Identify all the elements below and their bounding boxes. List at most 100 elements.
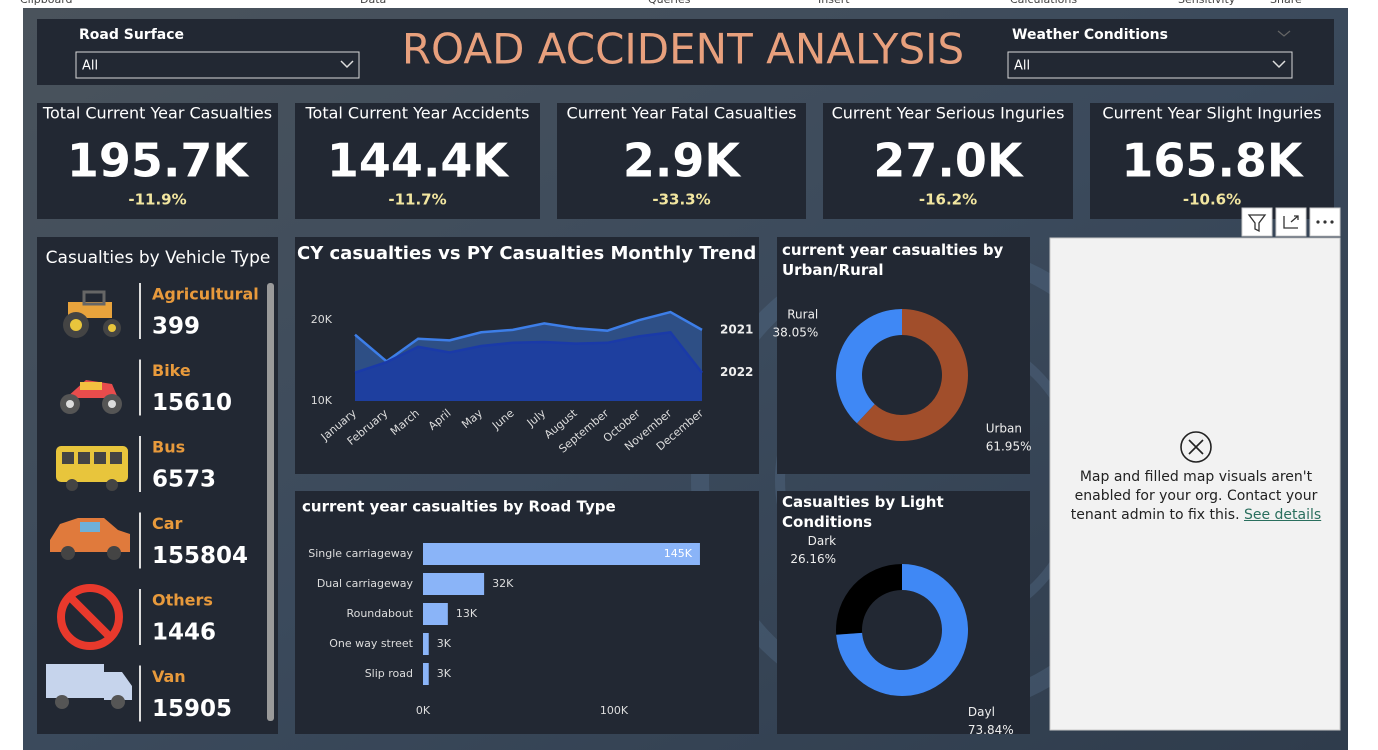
donut-slice (836, 309, 902, 424)
bike-icon (60, 380, 122, 414)
map-message: Map and filled map visuals aren't enable… (1070, 469, 1318, 523)
chart-title-box: Casualties by Light Conditions (782, 493, 944, 531)
slicer-value[interactable]: All (82, 59, 98, 74)
scrollbar[interactable] (267, 283, 274, 721)
bar (423, 543, 700, 565)
series-label: 2021 (720, 322, 753, 336)
no-entry-icon (57, 584, 123, 650)
ribbon-tab: Insert (818, 0, 850, 6)
slice-value: 38.05% (773, 326, 819, 340)
slice-label: Dark (808, 534, 837, 548)
category-label: Slip road (365, 667, 413, 680)
vehicle-value: 155804 (152, 543, 248, 569)
slice-value: 61.95% (986, 439, 1032, 453)
ribbon-tab: Share (1270, 0, 1302, 6)
kpi-change: -11.7% (388, 191, 446, 209)
van-icon (46, 664, 132, 709)
vehicle-name: Van (152, 667, 186, 686)
vehicle-name: Agricultural (152, 285, 259, 304)
y-tick-label: 20K (311, 313, 333, 326)
ribbon-tab: Clipboard (20, 0, 73, 6)
chart-title: CY casualties vs PY Casualties Monthly T… (297, 243, 756, 264)
donut-slice (836, 564, 902, 635)
kpi-title: Current Year Fatal Casualties (567, 104, 797, 123)
series-line (354, 330, 703, 374)
slice-label: Rural (787, 308, 818, 322)
chart-title-box: current year casualties by Urban/Rural (782, 241, 1004, 279)
data-label: 13K (456, 607, 478, 620)
bar (423, 663, 429, 685)
vehicle-name: Car (152, 514, 183, 533)
filter-glyph (1247, 214, 1267, 233)
chart-card (295, 491, 759, 734)
kpi-card (1090, 103, 1334, 219)
chart-title: Casualties by Light Conditions (782, 493, 944, 531)
chevron (340, 60, 354, 69)
filter-icon[interactable] (1241, 207, 1273, 237)
ribbon-tab: Calculations (1010, 0, 1077, 6)
slice-value: 73.84% (968, 723, 1014, 737)
kpi-card (557, 103, 806, 219)
vehicle-name: Others (152, 591, 213, 610)
ribbon-tab: Data (360, 0, 386, 6)
series-label: 2022 (720, 365, 753, 379)
bar (423, 573, 485, 595)
kpi-change: -10.6% (1183, 191, 1241, 209)
tractor-icon (63, 290, 121, 338)
category-label: Dual carriageway (317, 577, 414, 590)
kpi-value: 144.4K (327, 134, 511, 188)
chart-title: current year casualties by Urban/Rural (782, 241, 1004, 279)
dashboard-title: ROAD ACCIDENT ANALYSIS (402, 25, 964, 74)
kpi-card (295, 103, 540, 219)
focus-glyph (1283, 215, 1299, 229)
vehicle-value: 6573 (152, 467, 216, 493)
chevron (1272, 60, 1286, 69)
ribbon (0, 0, 1378, 8)
chart-title: current year casualties by Road Type (302, 498, 616, 516)
error-icon (1180, 431, 1212, 463)
vehicle-value: 1446 (152, 620, 216, 646)
kpi-change: -33.3% (652, 191, 710, 209)
data-label: 3K (437, 637, 452, 650)
slicer-label: Road Surface (79, 27, 184, 43)
bar (423, 633, 429, 655)
vehicle-name: Bike (152, 361, 191, 380)
slice-label: Urban (986, 421, 1022, 435)
slicer-dropdown[interactable] (1007, 51, 1293, 79)
visual-header-icons (1241, 207, 1341, 237)
kpi-value: 195.7K (67, 134, 251, 188)
slice-label: Dayl (968, 705, 995, 719)
slice-value: 26.16% (790, 552, 836, 566)
category-label: Roundabout (346, 607, 413, 620)
kpi-title: Current Year Slight Inguries (1102, 104, 1321, 123)
slicer-value[interactable]: All (1014, 59, 1030, 74)
ribbon-tab: Sensitivity (1178, 0, 1236, 6)
kpi-value: 2.9K (623, 134, 742, 188)
x-tick-label: 0K (416, 704, 431, 717)
kpi-card (823, 103, 1073, 219)
see-details-link[interactable]: See details (1243, 507, 1322, 523)
kpi-change: -11.9% (128, 191, 186, 209)
donut-slice (836, 564, 969, 696)
bar (423, 603, 448, 625)
vehicle-value: 399 (152, 314, 200, 340)
chevron (1277, 30, 1291, 37)
y-tick-label: 10K (311, 394, 333, 407)
error-glyph (1188, 439, 1204, 455)
category-label: One way street (329, 637, 413, 650)
series-area (355, 332, 702, 401)
bus-icon (56, 446, 128, 491)
kpi-title: Total Current Year Accidents (304, 104, 529, 123)
vehicle-value: 15905 (152, 696, 232, 722)
panel-title: Casualties by Vehicle Type (46, 248, 271, 268)
data-label: 145K (664, 547, 693, 560)
kpi-change: -16.2% (919, 191, 977, 209)
map-panel (1049, 237, 1341, 731)
kpi-title: Current Year Serious Inguries (832, 104, 1065, 123)
slicer-dropdown[interactable] (75, 51, 360, 79)
data-label: 32K (492, 577, 514, 590)
map-message-box: Map and filled map visuals aren't enable… (1070, 469, 1322, 523)
category-label: Single carriageway (308, 547, 413, 560)
